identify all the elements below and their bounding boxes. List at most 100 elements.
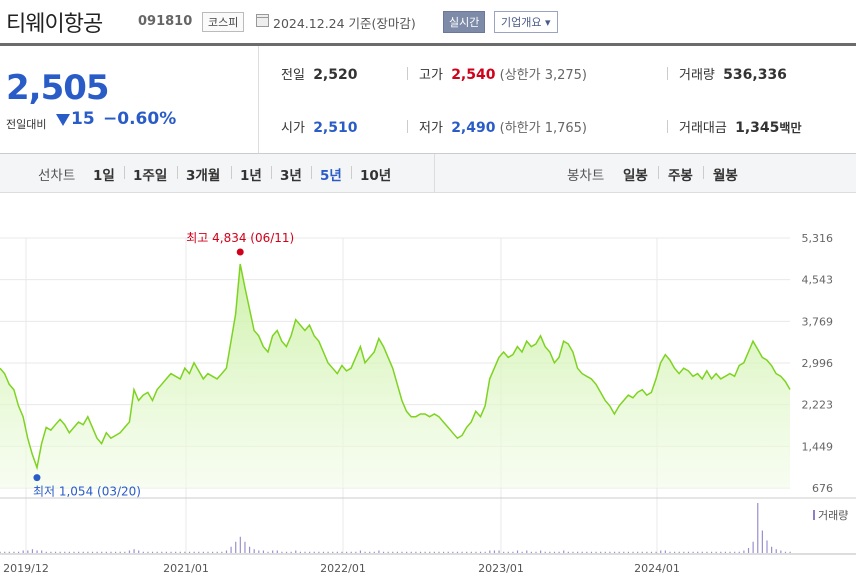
- volume-bar: [239, 536, 241, 553]
- tab-5y[interactable]: 5년: [320, 168, 342, 184]
- volume-bar: [128, 550, 131, 553]
- volume-bar: [244, 541, 246, 553]
- tab-3m[interactable]: 3개월: [186, 168, 221, 184]
- stat-value: 2,540: [451, 67, 496, 83]
- realtime-button[interactable]: 실시간: [443, 11, 486, 33]
- volume-bar: [576, 551, 579, 553]
- volume-bar: [697, 551, 699, 553]
- volume-bar: [142, 551, 144, 553]
- stats-divider: [0, 153, 856, 154]
- tab-1d[interactable]: 1일: [93, 168, 115, 184]
- stat-low: 저가 2,490 (하한가 1,765): [419, 117, 587, 136]
- y-tick-label: 676: [812, 482, 833, 495]
- market-badge: 코스피: [202, 12, 245, 32]
- volume-bar: [221, 551, 223, 553]
- tab-1w[interactable]: 1주일: [133, 168, 168, 184]
- volume-bar: [775, 549, 777, 553]
- change-label: 전일대비: [6, 118, 47, 131]
- volume-bar: [138, 550, 140, 553]
- volume-bar: [230, 546, 232, 553]
- volume-bar: [41, 550, 43, 553]
- volume-bar: [267, 551, 269, 553]
- volume-bar: [424, 551, 426, 553]
- tab-separator: [703, 166, 704, 179]
- y-tick-label: 4,543: [802, 274, 834, 287]
- volume-bar: [535, 551, 537, 553]
- tab-weekly[interactable]: 주봉: [668, 168, 693, 184]
- volume-bar: [0, 551, 1, 553]
- volume-bar: [461, 551, 463, 553]
- tab-daily[interactable]: 일봉: [623, 168, 648, 184]
- volume-bar: [567, 551, 569, 553]
- volume-bar: [355, 551, 357, 553]
- volume-bar: [609, 551, 611, 553]
- stat-value: 2,510: [313, 120, 358, 136]
- volume-bar: [276, 550, 278, 553]
- volume-bar: [526, 550, 528, 553]
- tab-1y[interactable]: 1년: [240, 168, 262, 184]
- volume-bar: [650, 551, 653, 553]
- tab-10y[interactable]: 10년: [360, 168, 392, 184]
- tab-separator: [311, 166, 312, 179]
- volume-bar: [724, 551, 727, 553]
- volume-bar: [345, 551, 348, 553]
- volume-bar: [179, 551, 181, 553]
- volume-bar: [590, 551, 593, 553]
- volume-bar: [161, 551, 163, 553]
- tab-monthly[interactable]: 월봉: [713, 168, 738, 184]
- price-chart-svg: 5,316 4,543 3,769 2,996 2,223 1,449 676 2019/12…: [0, 231, 856, 575]
- tab-separator: [124, 166, 125, 179]
- volume-bar: [110, 551, 112, 553]
- stat-value: 2,490: [451, 120, 496, 136]
- volume-bar: [22, 550, 24, 553]
- volume-bar: [193, 551, 195, 553]
- header-divider: [0, 43, 856, 46]
- down-arrow-icon: [56, 114, 70, 126]
- volume-bar: [664, 550, 666, 553]
- volume-bar: [720, 551, 722, 553]
- stat-unit: 백만: [779, 121, 802, 135]
- current-price: 2,505: [6, 68, 110, 108]
- volume-bar: [322, 551, 325, 553]
- volume-bar: [387, 551, 389, 553]
- volume-bar: [747, 548, 750, 553]
- volume-bar: [789, 551, 791, 553]
- volume-bar: [304, 551, 306, 553]
- volume-bar: [248, 546, 251, 553]
- price-chart[interactable]: 5,316 4,543 3,769 2,996 2,223 1,449 676 2019/12…: [0, 192, 856, 584]
- volume-bar: [124, 551, 126, 553]
- volume-bar: [147, 551, 149, 553]
- volume-bar: [456, 551, 459, 553]
- volume-bar: [114, 551, 117, 553]
- company-overview-button[interactable]: 기업개요 ▾: [494, 11, 558, 33]
- volume-bar: [378, 550, 380, 553]
- volume-bar: [419, 551, 422, 553]
- tab-3y[interactable]: 3년: [280, 168, 302, 184]
- min-annotation: 최저 1,054 (03/20): [33, 485, 141, 499]
- volume-bar: [493, 550, 496, 553]
- stat-value: 536,336: [723, 67, 787, 83]
- y-tick-label: 5,316: [802, 232, 834, 245]
- volume-bar: [175, 551, 177, 553]
- volume-bar: [734, 551, 736, 553]
- stat-label: 거래량: [679, 68, 715, 83]
- volume-bar: [669, 551, 671, 553]
- stat-volume: 거래량 536,336: [679, 64, 787, 83]
- stat-separator: [407, 67, 408, 80]
- y-tick-label: 3,769: [802, 315, 834, 328]
- stock-code: 091810: [138, 14, 193, 29]
- volume-bar: [359, 550, 362, 553]
- volume-bar: [73, 551, 75, 553]
- volume-bar: [82, 551, 84, 553]
- volume-bar: [295, 550, 297, 553]
- volume-bar: [540, 550, 542, 553]
- volume-bar: [406, 551, 408, 553]
- stat-separator: [667, 67, 668, 80]
- volume-bar: [613, 551, 616, 553]
- volume-bar: [299, 551, 301, 553]
- volume-bar: [549, 551, 551, 553]
- volume-bar: [757, 503, 759, 553]
- volume-bar: [558, 551, 560, 553]
- y-tick-label: 2,223: [802, 399, 834, 412]
- volume-bar: [281, 551, 283, 553]
